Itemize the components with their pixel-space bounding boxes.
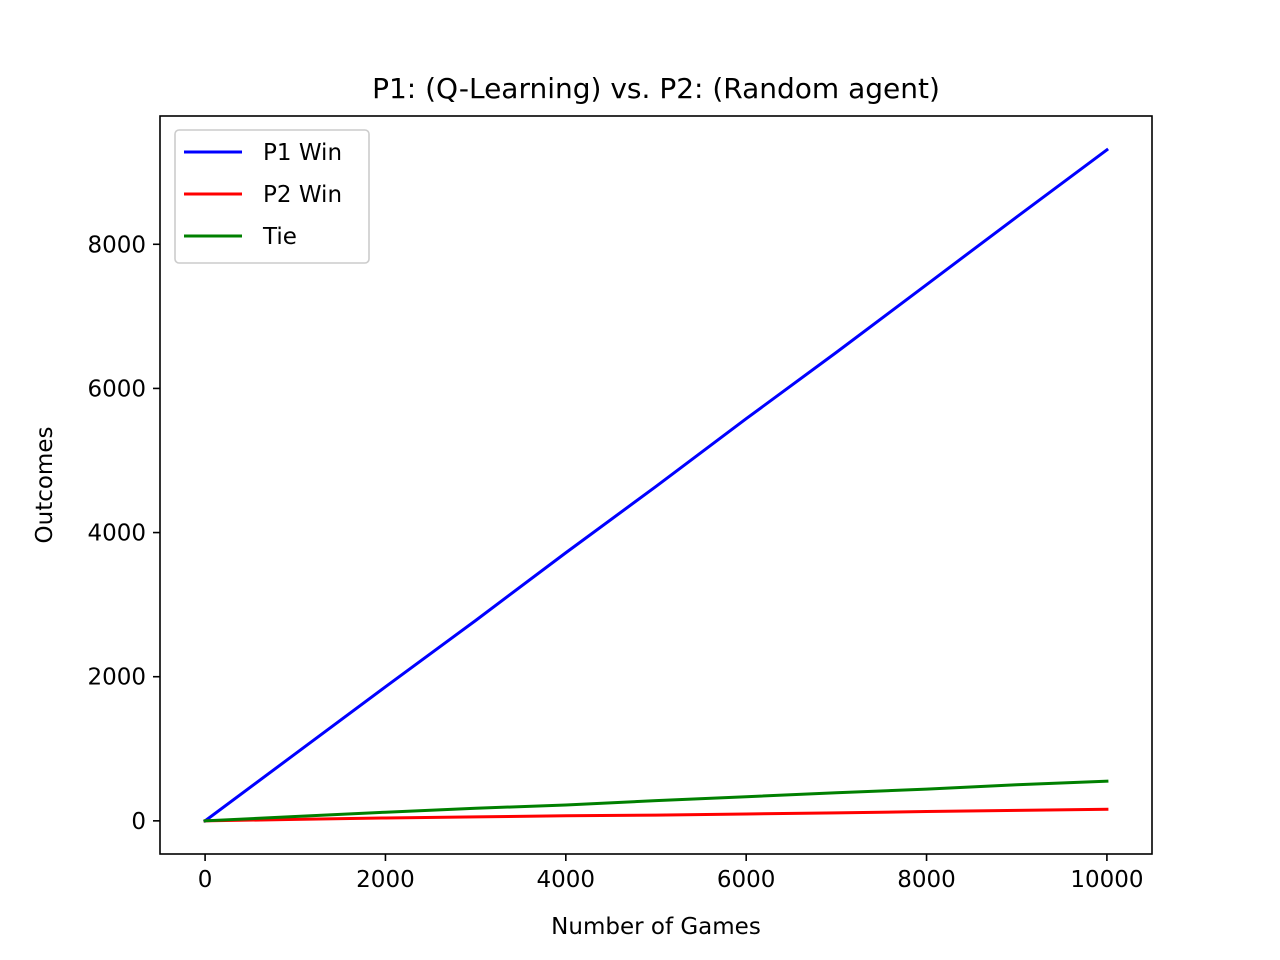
legend-box: [174, 129, 370, 264]
y-tick-label: 4000: [87, 521, 146, 547]
legend: P1 Win P2 Win Tie: [174, 129, 370, 264]
y-tick-label: 0: [131, 809, 146, 835]
x-axis-label: Number of Games: [551, 914, 761, 940]
y-axis-ticks: 0 2000 4000 6000 8000: [87, 232, 160, 835]
series-line-p1-win: [202, 147, 1110, 823]
x-tick-label: 4000: [537, 867, 596, 893]
legend-label: P2 Win: [263, 182, 342, 208]
y-axis-label: Outcomes: [32, 427, 58, 544]
series-line-tie: [203, 779, 1109, 823]
x-tick-label: 8000: [897, 867, 956, 893]
legend-label: Tie: [262, 224, 297, 250]
y-tick-label: 2000: [87, 665, 146, 691]
x-tick-label: 0: [198, 867, 213, 893]
y-tick-label: 6000: [87, 376, 146, 402]
series-line-p2-win: [203, 807, 1109, 823]
x-tick-label: 10000: [1070, 867, 1143, 893]
series-layer: [202, 147, 1110, 823]
y-tick-label: 8000: [87, 232, 146, 258]
x-tick-label: 2000: [356, 867, 415, 893]
x-axis-ticks: 0 2000 4000 6000 8000 10000: [198, 854, 1143, 893]
legend-label: P1 Win: [263, 140, 342, 166]
chart-title: P1: (Q-Learning) vs. P2: (Random agent): [372, 72, 940, 105]
x-tick-label: 6000: [717, 867, 776, 893]
plot-frame: [159, 115, 1153, 855]
